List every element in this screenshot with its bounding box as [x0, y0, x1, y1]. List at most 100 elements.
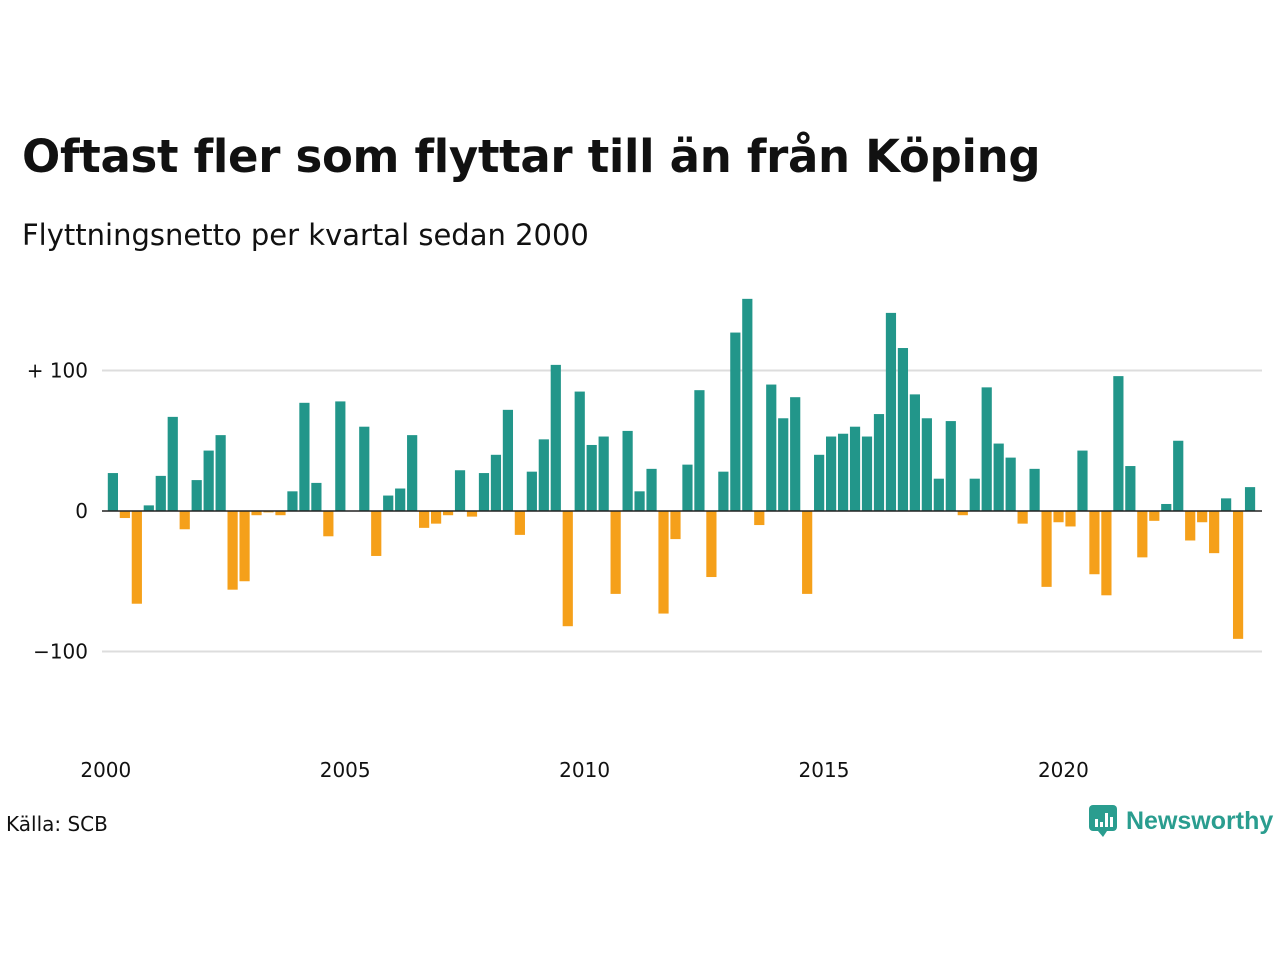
bar-2004-Q3 — [323, 511, 334, 537]
bar-2014-Q1 — [778, 418, 789, 511]
newsworthy-logo: Newsworthy — [1088, 804, 1273, 838]
bar-2009-Q1 — [538, 439, 549, 512]
newsworthy-logo-icon — [1089, 805, 1117, 837]
bar-2017-Q2 — [933, 478, 944, 511]
bar-2001-Q2 — [167, 416, 178, 512]
bar-2000-Q2 — [119, 511, 130, 519]
bar-2018-Q3 — [993, 443, 1004, 511]
bar-2013-Q4 — [766, 384, 777, 511]
bar-2020-Q2 — [1077, 450, 1088, 511]
bar-2020-Q1 — [1065, 511, 1076, 527]
bar-2016-Q1 — [873, 414, 885, 512]
bar-2020-Q4 — [1101, 511, 1112, 596]
bar-2003-Q4 — [287, 491, 298, 511]
bar-2007-Q4 — [478, 473, 490, 511]
bar-2022-Q3 — [1185, 511, 1196, 541]
bar-2003-Q1 — [251, 511, 262, 516]
bar-2014-Q3 — [802, 511, 813, 594]
bar-2006-Q2 — [407, 435, 418, 511]
bar-2015-Q4 — [861, 436, 873, 511]
chart-title: Oftast fler som flyttar till än från Köp… — [22, 130, 1041, 183]
bar-2007-Q2 — [454, 470, 466, 511]
y-tick-label: 0 — [75, 499, 88, 523]
bar-2005-Q2 — [359, 426, 370, 511]
y-tick-label: −100 — [33, 640, 88, 664]
bar-2000-Q4 — [143, 505, 154, 511]
bar-2014-Q2 — [790, 397, 801, 511]
bar-2017-Q3 — [945, 421, 956, 511]
x-tick-label: 2010 — [559, 758, 610, 782]
bar-2006-Q3 — [419, 511, 430, 528]
bar-2009-Q2 — [550, 364, 561, 511]
gridlines — [102, 369, 1262, 653]
bar-2023-Q2 — [1221, 498, 1232, 511]
bar-2017-Q4 — [957, 511, 968, 516]
bar-2023-Q4 — [1244, 487, 1256, 512]
bar-2021-Q2 — [1125, 466, 1136, 511]
source-note: Källa: SCB — [6, 812, 108, 836]
bar-2015-Q3 — [849, 426, 861, 511]
bar-2013-Q3 — [754, 511, 765, 526]
bar-2008-Q1 — [490, 454, 502, 511]
bar-2013-Q2 — [742, 298, 753, 512]
bar-2000-Q3 — [131, 511, 142, 604]
bar-2003-Q3 — [275, 511, 286, 516]
bar-2017-Q1 — [921, 418, 932, 511]
bar-2002-Q1 — [203, 450, 214, 511]
bar-2021-Q3 — [1137, 511, 1148, 558]
bar-2023-Q3 — [1232, 511, 1244, 639]
bar-2023-Q1 — [1209, 511, 1220, 554]
x-tick-label: 2005 — [320, 758, 371, 782]
bar-2016-Q4 — [909, 394, 920, 511]
bar-2001-Q4 — [191, 480, 202, 511]
bar-2002-Q3 — [227, 511, 238, 590]
bar-2012-Q1 — [682, 464, 693, 511]
bar-2001-Q3 — [179, 511, 190, 530]
bar-2005-Q3 — [371, 511, 382, 556]
bar-2021-Q1 — [1113, 376, 1124, 511]
bar-2011-Q2 — [646, 468, 657, 511]
bar-2009-Q4 — [574, 391, 585, 511]
bar-2011-Q4 — [670, 511, 681, 540]
bar-2018-Q1 — [969, 478, 980, 511]
bar-2002-Q4 — [239, 511, 250, 582]
y-tick-label: + 100 — [27, 359, 88, 383]
bar-2012-Q2 — [694, 390, 705, 511]
bar-2022-Q1 — [1161, 503, 1172, 512]
bar-2010-Q4 — [622, 430, 633, 511]
bar-2016-Q2 — [885, 312, 897, 511]
bar-2013-Q1 — [730, 332, 741, 511]
bar-2012-Q3 — [706, 511, 717, 578]
bar-2011-Q1 — [634, 491, 645, 511]
bar-2019-Q2 — [1029, 468, 1040, 511]
bar-2019-Q4 — [1053, 511, 1064, 523]
bar-2004-Q1 — [299, 402, 310, 511]
bar-2010-Q2 — [598, 436, 609, 511]
bar-2010-Q3 — [610, 511, 621, 594]
bar-2018-Q2 — [981, 387, 992, 511]
x-tick-label: 2020 — [1038, 758, 1089, 782]
x-axis-tick-labels: 2000 2005 2010 2015 2020 — [80, 758, 1089, 782]
bar-2018-Q4 — [1005, 457, 1016, 511]
bar-2019-Q1 — [1017, 511, 1028, 524]
bar-2012-Q4 — [718, 471, 729, 511]
bar-2000-Q1 — [107, 473, 118, 511]
bar-2007-Q3 — [466, 511, 478, 517]
bar-2015-Q2 — [837, 433, 849, 512]
bar-2021-Q4 — [1149, 511, 1160, 521]
bar-2006-Q1 — [395, 488, 406, 511]
bar-2020-Q3 — [1089, 511, 1100, 575]
bar-2015-Q1 — [826, 436, 837, 511]
x-tick-label: 2000 — [80, 758, 131, 782]
x-tick-label: 2015 — [799, 758, 850, 782]
bar-2001-Q1 — [155, 475, 166, 512]
bar-2022-Q2 — [1173, 440, 1184, 511]
bar-2008-Q3 — [514, 511, 525, 535]
bar-2014-Q4 — [814, 454, 825, 511]
bar-2008-Q2 — [502, 409, 514, 511]
bar-2004-Q4 — [335, 401, 346, 511]
bar-2004-Q2 — [311, 482, 322, 511]
bar-2009-Q3 — [562, 511, 573, 627]
chart-subtitle: Flyttningsnetto per kvartal sedan 2000 — [22, 218, 589, 252]
